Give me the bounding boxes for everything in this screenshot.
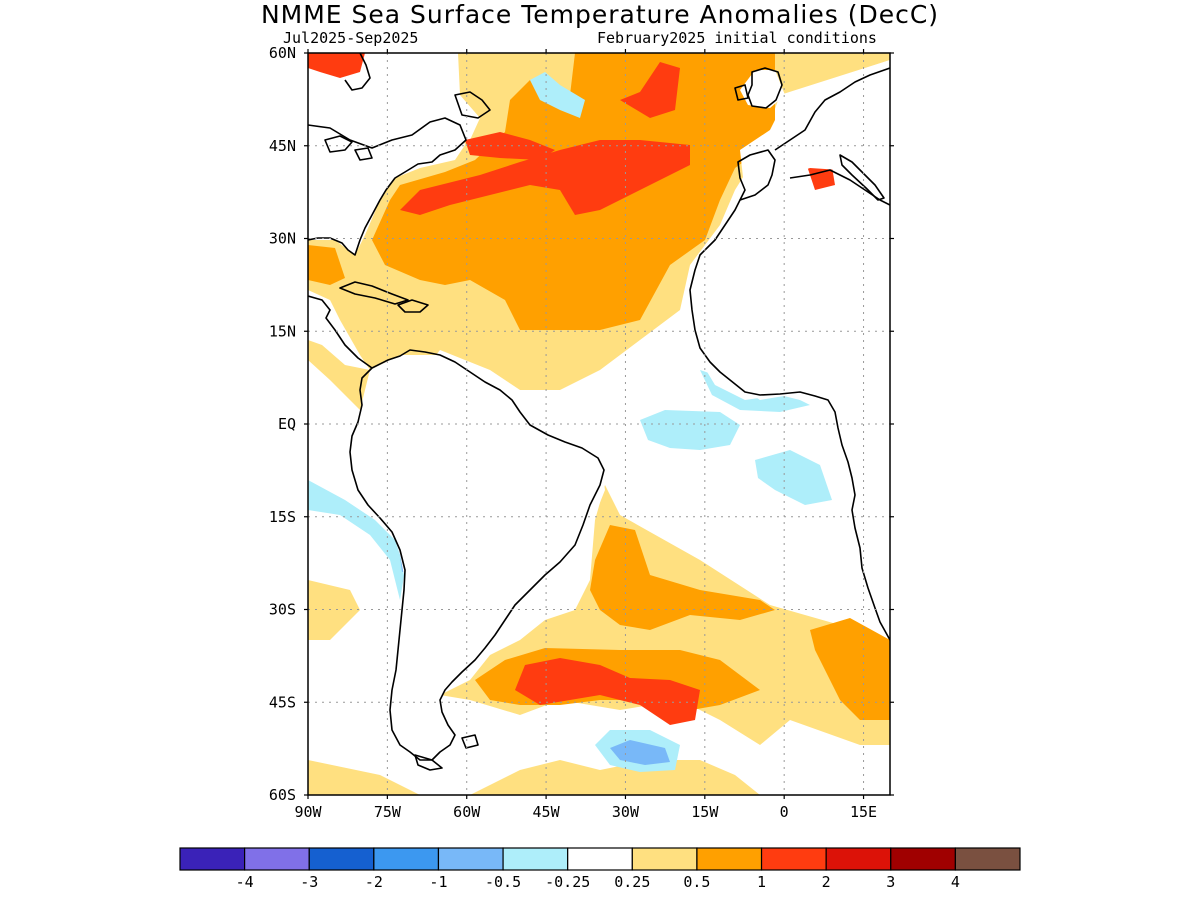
- coastline-great-lakes-2: [354, 147, 373, 161]
- initial-conditions-label: February2025 initial conditions: [597, 29, 877, 47]
- colorbar-label: -0.5: [485, 873, 521, 891]
- colorbar-label: -0.25: [545, 873, 590, 891]
- coastlines: [308, 53, 890, 771]
- anomaly-2-nova-scotia: [465, 132, 555, 160]
- lat-tick-label: 15S: [269, 508, 296, 526]
- colorbar-label: -2: [365, 873, 383, 891]
- colorbar-swatch: [373, 847, 440, 871]
- colorbar-label: 3: [886, 873, 895, 891]
- colorbar: [179, 847, 1021, 871]
- land-central-america: [308, 290, 370, 370]
- colorbar-swatch: [502, 847, 569, 871]
- lon-tick-label: 75W: [374, 803, 402, 821]
- land-africa: [695, 190, 890, 640]
- grid-lines: [308, 53, 890, 795]
- colorbar-swatch: [437, 847, 504, 871]
- anomaly-1-gulf: [308, 245, 345, 285]
- colorbar-swatch: [696, 847, 763, 871]
- lat-tick-label: 30S: [269, 601, 296, 619]
- lat-tick-label: 15N: [269, 322, 296, 340]
- colorbar-label: -1: [429, 873, 447, 891]
- anomaly-neg0.25-equatorial-west: [640, 410, 740, 450]
- lon-tick-label: 45W: [533, 803, 561, 821]
- anomaly-0.5-southern-ocean: [308, 760, 420, 795]
- coastline-italy: [839, 154, 885, 201]
- colorbar-label: 0.25: [614, 873, 650, 891]
- colorbar-swatch: [308, 847, 375, 871]
- land-south-america: [350, 355, 605, 765]
- coastline-ireland: [734, 84, 749, 101]
- coastline-europe: [774, 67, 890, 151]
- coastline-labrador: [344, 53, 371, 91]
- anomaly-neg0.25-guinea: [755, 450, 832, 505]
- anomaly-neg0.25-peru: [308, 480, 405, 600]
- colorbar-swatch: [760, 847, 827, 871]
- latitude-tick-labels: 60N 45N 30N 15N EQ 15S 30S 45S 60S: [269, 44, 894, 804]
- coastline-tierra-del-fuego: [414, 754, 443, 771]
- lon-tick-label: 0: [780, 803, 789, 821]
- colorbar-swatch: [179, 847, 246, 871]
- land-europe: [740, 60, 890, 195]
- coastline-hispaniola: [397, 299, 429, 313]
- anomaly-neg0.25-north: [530, 72, 585, 118]
- coastline-gulf-mexico: [308, 295, 373, 369]
- coastline-south-america: [349, 349, 605, 761]
- anomaly-0.5-drake: [470, 760, 760, 795]
- anomaly-0.5-se-pacific: [308, 580, 360, 640]
- colorbar-swatch: [631, 847, 698, 871]
- anomaly-1-south-subtropical: [590, 525, 775, 630]
- coastline-british-isles: [747, 67, 783, 109]
- colorbar-labels: -4 -3 -2 -1 -0.5 -0.25 0.25 0.5 1 2 3 4: [236, 873, 960, 891]
- coastline-north-america: [308, 117, 467, 256]
- colorbar-swatch: [825, 847, 892, 871]
- anomaly-2-northeast: [620, 62, 680, 118]
- colorbar-label: -3: [300, 873, 318, 891]
- lat-tick-label: 45N: [269, 137, 296, 155]
- lat-tick-label: 45S: [269, 693, 296, 711]
- anomaly-fields: [308, 53, 890, 795]
- colorbar-swatch: [244, 847, 310, 871]
- colorbar-swatch: [567, 847, 633, 871]
- coastline-great-lakes: [324, 135, 353, 153]
- colorbar-label: 2: [822, 873, 831, 891]
- lat-tick-label: 30N: [269, 230, 296, 248]
- lon-tick-label: 30W: [612, 803, 640, 821]
- colorbar-label: -4: [236, 873, 254, 891]
- anomaly-2-north-atlantic: [400, 140, 690, 215]
- lon-tick-label: 60W: [453, 803, 481, 821]
- lon-tick-label: 15W: [691, 803, 719, 821]
- coastline-cuba: [339, 281, 409, 305]
- lat-tick-label: 60N: [269, 44, 296, 62]
- anomaly-2-south-midlat: [515, 658, 700, 725]
- lon-tick-label: 15E: [850, 803, 877, 821]
- anomaly-2-labrador: [308, 53, 365, 78]
- chart-title: NMME Sea Surface Temperature Anomalies (…: [260, 0, 940, 29]
- coastline-iberia: [737, 149, 776, 201]
- coastline-africa: [689, 199, 890, 641]
- colorbar-label: 4: [951, 873, 960, 891]
- colorbar-swatch: [954, 847, 1021, 871]
- colorbar-swatch: [890, 847, 956, 871]
- coastline-falklands: [461, 734, 479, 749]
- coastline-newfoundland: [454, 91, 491, 119]
- lat-tick-label: EQ: [278, 415, 296, 433]
- season-label: Jul2025-Sep2025: [283, 29, 419, 47]
- anomaly-1-southeast: [810, 618, 890, 720]
- lat-tick-label: 60S: [269, 786, 296, 804]
- longitude-tick-labels: 90W 75W 60W 45W 30W 15W 0 15E: [294, 49, 877, 821]
- colorbar-label: 1: [757, 873, 766, 891]
- lon-tick-label: 90W: [294, 803, 322, 821]
- colorbar-label: 0.5: [683, 873, 710, 891]
